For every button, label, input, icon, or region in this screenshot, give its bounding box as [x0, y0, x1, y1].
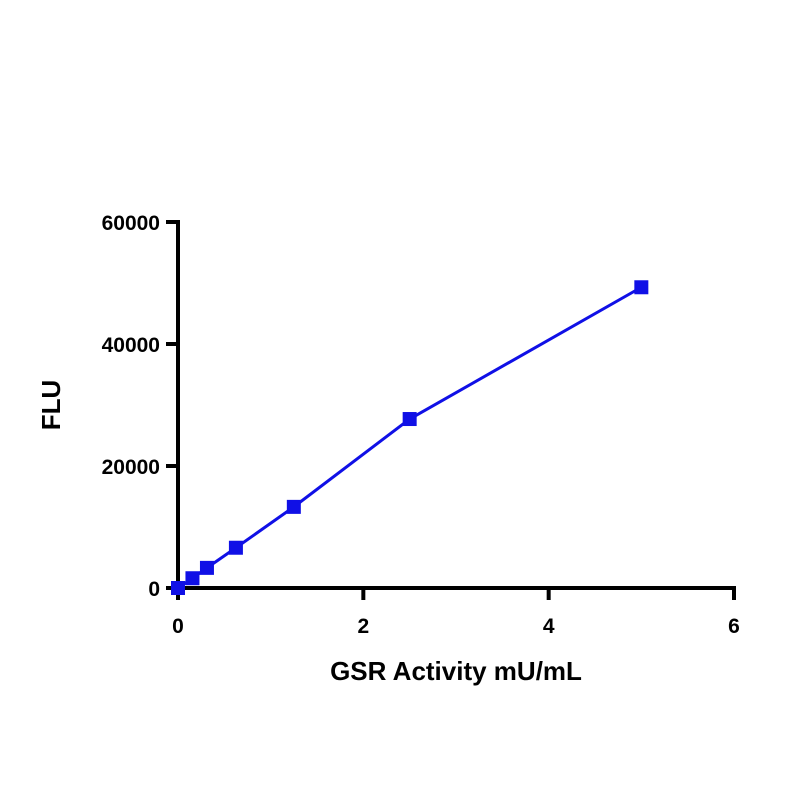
data-point: [171, 581, 185, 595]
y-axis-label: FLU: [36, 380, 66, 431]
data-point: [402, 412, 417, 427]
x-tick-label: 6: [728, 615, 740, 638]
data-point: [185, 571, 200, 586]
y-tick-label: 20000: [102, 456, 160, 479]
data-point: [286, 499, 301, 514]
x-axis-label: GSR Activity mU/mL: [330, 656, 582, 686]
series-line: [177, 285, 643, 590]
x-tick-label: 2: [357, 615, 369, 638]
y-tick-label: 40000: [102, 334, 160, 357]
y-tick-label: 60000: [102, 212, 160, 235]
data-point: [228, 540, 243, 555]
data-point: [199, 560, 214, 575]
y-tick-label: 0: [148, 578, 160, 601]
x-tick-label: 0: [172, 615, 184, 638]
data-point: [634, 280, 649, 295]
x-tick-label: 4: [543, 615, 555, 638]
